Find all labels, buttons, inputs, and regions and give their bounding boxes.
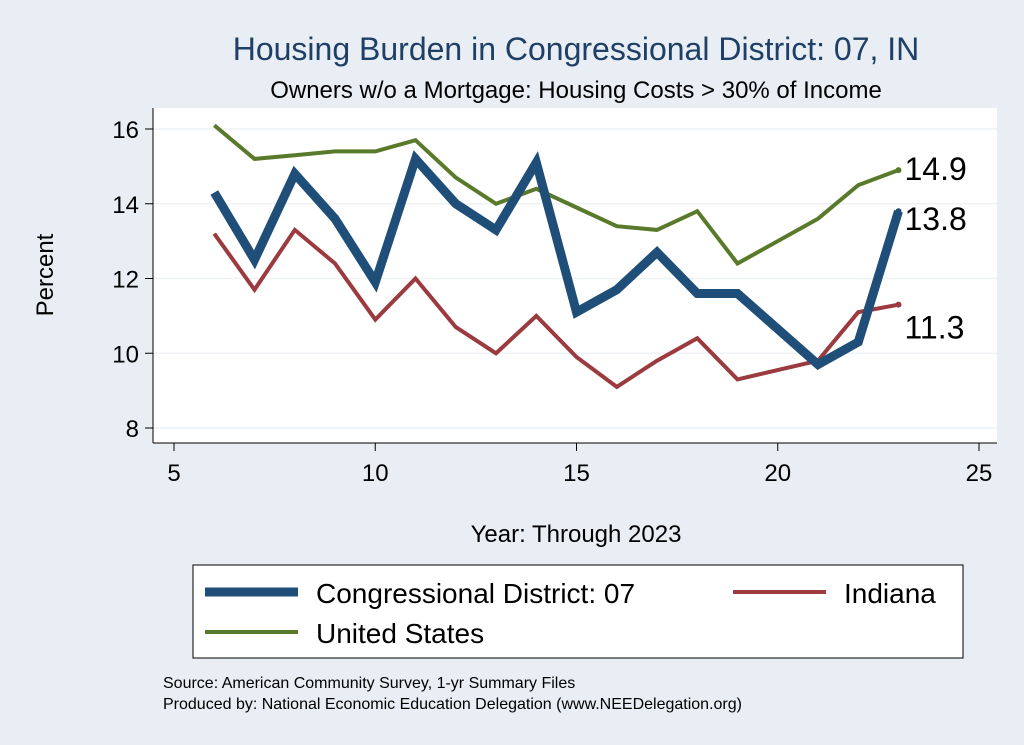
end-label-1: 11.3 [905,310,965,346]
chart-subtitle: Owners w/o a Mortgage: Housing Costs > 3… [270,77,882,104]
y-tick-label: 12 [112,267,139,294]
end-labels: 13.8 11.3 14.9 [895,151,967,346]
x-tick-label: 10 [362,460,389,487]
y-tick-label: 16 [112,117,139,144]
y-tick-label: 10 [112,341,139,368]
x-tick-label: 20 [764,460,791,487]
x-ticks: 5 10 15 20 25 [167,443,992,487]
gridlines [153,128,997,429]
end-point-0 [895,208,902,215]
y-ticks: 8 10 12 14 16 [112,117,153,443]
y-tick-label: 14 [112,192,139,219]
y-tick-label: 8 [126,416,139,443]
legend-label-2: United States [316,618,484,649]
end-label-0: 13.8 [905,201,967,237]
series-line-2 [213,123,900,267]
legend-label-1: Indiana [844,578,936,609]
x-tick-label: 5 [167,460,180,487]
legend-label-0: Congressional District: 07 [316,578,635,609]
chart-title: Housing Burden in Congressional District… [233,31,920,67]
plot-area [153,108,997,443]
x-axis-label: Year: Through 2023 [471,521,682,548]
legend: Congressional District: 07 Indiana United … [205,578,936,649]
y-axis-label: Percent [32,233,59,316]
end-point-2 [895,167,902,174]
source-line-1: Source: American Community Survey, 1-yr … [163,675,575,692]
series-line-1 [212,226,899,390]
series-line-0 [210,150,903,370]
end-point-1 [895,301,902,308]
source-line-2: Produced by: National Economic Education… [163,696,742,713]
end-label-2: 14.9 [905,151,967,187]
series-lines [210,123,903,390]
x-tick-label: 25 [966,460,993,487]
legend-box [192,564,964,659]
x-tick-label: 15 [563,460,590,487]
